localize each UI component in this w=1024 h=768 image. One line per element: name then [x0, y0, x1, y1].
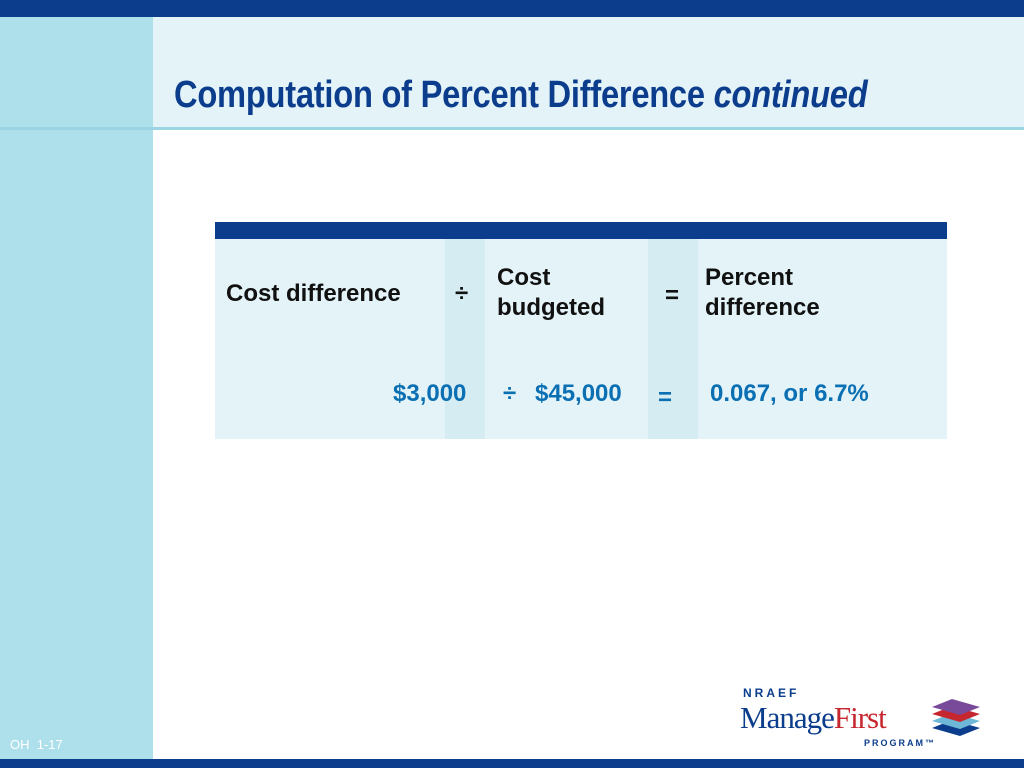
header-divider	[0, 127, 1024, 130]
logo-first-text: First	[833, 700, 887, 735]
header-cost-budgeted-line2: budgeted	[497, 294, 605, 321]
slide-title-suffix: continued	[713, 74, 868, 116]
slide-code: OH 1-17	[10, 737, 63, 752]
table-header-bar	[215, 222, 947, 239]
value-equals-operator: =	[658, 384, 673, 411]
slide-title: Computation of Percent Difference contin…	[174, 74, 868, 117]
value-cost-budgeted: $45,000	[535, 380, 622, 407]
stacked-books-icon	[932, 699, 980, 736]
header-percent-difference-line1: Percent	[705, 264, 794, 291]
formula-table: Cost difference ÷ Cost budgeted = Percen…	[215, 222, 947, 439]
left-side-panel	[0, 17, 153, 759]
header-cost-difference: Cost difference	[226, 280, 401, 307]
header-percent-difference-line2: difference	[705, 294, 820, 321]
value-percent-difference: 0.067, or 6.7%	[710, 380, 869, 407]
header-equals-operator: =	[665, 282, 680, 309]
logo-nraef-text: NRAEF	[743, 686, 800, 700]
top-bar	[0, 0, 1024, 17]
header-band	[153, 17, 1024, 127]
header-divide-operator: ÷	[455, 280, 469, 307]
equals-column-shade	[648, 239, 698, 439]
value-cost-difference: $3,000	[393, 380, 467, 407]
header-cost-budgeted-line1: Cost	[497, 264, 551, 291]
bottom-bar	[0, 759, 1024, 768]
managefirst-logo: NRAEF ManageFirst PROGRAM™	[740, 686, 985, 750]
logo-manage-text: Manage	[740, 700, 835, 735]
divide-column-shade	[445, 239, 485, 439]
logo-program-text: PROGRAM™	[864, 738, 936, 748]
slide-title-main: Computation of Percent Difference	[174, 74, 705, 116]
logo-wordmark: ManageFirst	[740, 700, 887, 736]
value-divide-operator: ÷	[503, 380, 517, 407]
